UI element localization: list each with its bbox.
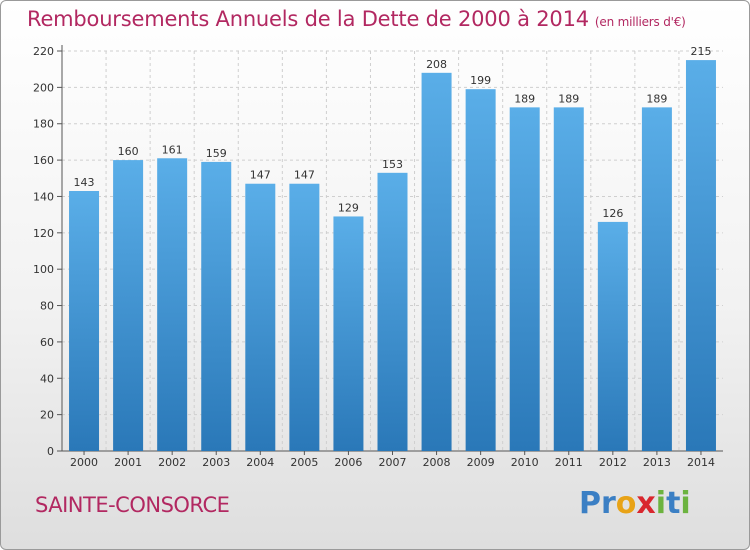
proxiti-logo: Proxiti [579,486,691,521]
x-tick-label: 2001 [114,456,142,469]
chart-title: Remboursements Annuels de la Dette de 20… [27,7,686,31]
data-label: 199 [470,74,491,87]
x-tick-label: 2002 [158,456,186,469]
bar [465,89,496,451]
bar [553,107,584,451]
data-label: 189 [514,92,535,105]
bar [201,161,232,451]
y-tick-label: 0 [47,445,54,458]
data-label: 129 [338,201,359,214]
x-tick-label: 2000 [70,456,98,469]
x-tick-label: 2012 [599,456,627,469]
x-tick-labels: 2000 2001 2002 2003 2004 2005 2006 2007 2008 2009… [70,456,715,469]
bar [421,72,452,452]
data-label: 147 [250,169,271,182]
y-tick-label: 140 [33,190,54,203]
bar [333,216,364,451]
bars [69,60,716,452]
data-label: 147 [294,169,315,182]
y-tick-label: 100 [33,263,54,276]
bar [597,221,628,451]
y-tick-label: 120 [33,227,54,240]
commune-name: SAINTE-CONSORCE [35,493,230,517]
x-tick-label: 2013 [643,456,671,469]
bar [641,107,672,451]
bar [289,183,320,451]
y-tick-label: 160 [33,154,54,167]
y-tick-labels: 0 20 40 60 80 100 120 140 160 180 200 220 [33,45,54,458]
logo-letter: P [579,486,601,521]
x-tick-label: 2006 [334,456,362,469]
bar [377,172,408,451]
logo-letter: r [601,486,616,521]
y-tick-label: 20 [40,409,54,422]
data-label: 189 [558,92,579,105]
logo-letter: i [680,486,691,521]
y-tick-label: 180 [33,118,54,131]
bar [69,191,100,451]
data-label: 160 [118,145,139,158]
x-tick-label: 2005 [290,456,318,469]
logo-letter: o [615,486,637,521]
y-tick-label: 60 [40,336,54,349]
x-tick-label: 2003 [202,456,230,469]
chart-title-text: Remboursements Annuels de la Dette de 20… [27,7,589,31]
x-tick-label: 2008 [423,456,451,469]
y-tick-label: 200 [33,81,54,94]
data-label: 189 [646,92,667,105]
y-tick-label: 220 [33,45,54,58]
x-tick-label: 2009 [467,456,495,469]
data-label: 159 [206,147,227,160]
x-tick-label: 2010 [511,456,539,469]
logo-letter: t [666,486,681,521]
data-labels: 143 160 161 159 147 147 129 153 208 199 189 189 126 1… [74,45,712,220]
y-tick-label: 80 [40,300,54,313]
chart-unit: (en milliers d'€) [594,15,686,29]
data-label: 153 [382,158,403,171]
x-tick-label: 2007 [379,456,407,469]
data-label: 126 [602,207,623,220]
data-label: 161 [162,143,183,156]
bar [685,60,716,451]
data-label: 143 [74,176,95,189]
data-label: 208 [426,58,447,71]
logo-letter: x [636,486,656,521]
y-tick-label: 40 [40,372,54,385]
bar [157,158,188,452]
bar [509,107,540,451]
data-label: 215 [690,45,711,58]
x-tick-label: 2011 [555,456,583,469]
x-tick-label: 2004 [246,456,274,469]
bar [245,183,276,451]
x-tick-label: 2014 [687,456,715,469]
bar [113,160,144,451]
logo-letter: i [655,486,667,521]
